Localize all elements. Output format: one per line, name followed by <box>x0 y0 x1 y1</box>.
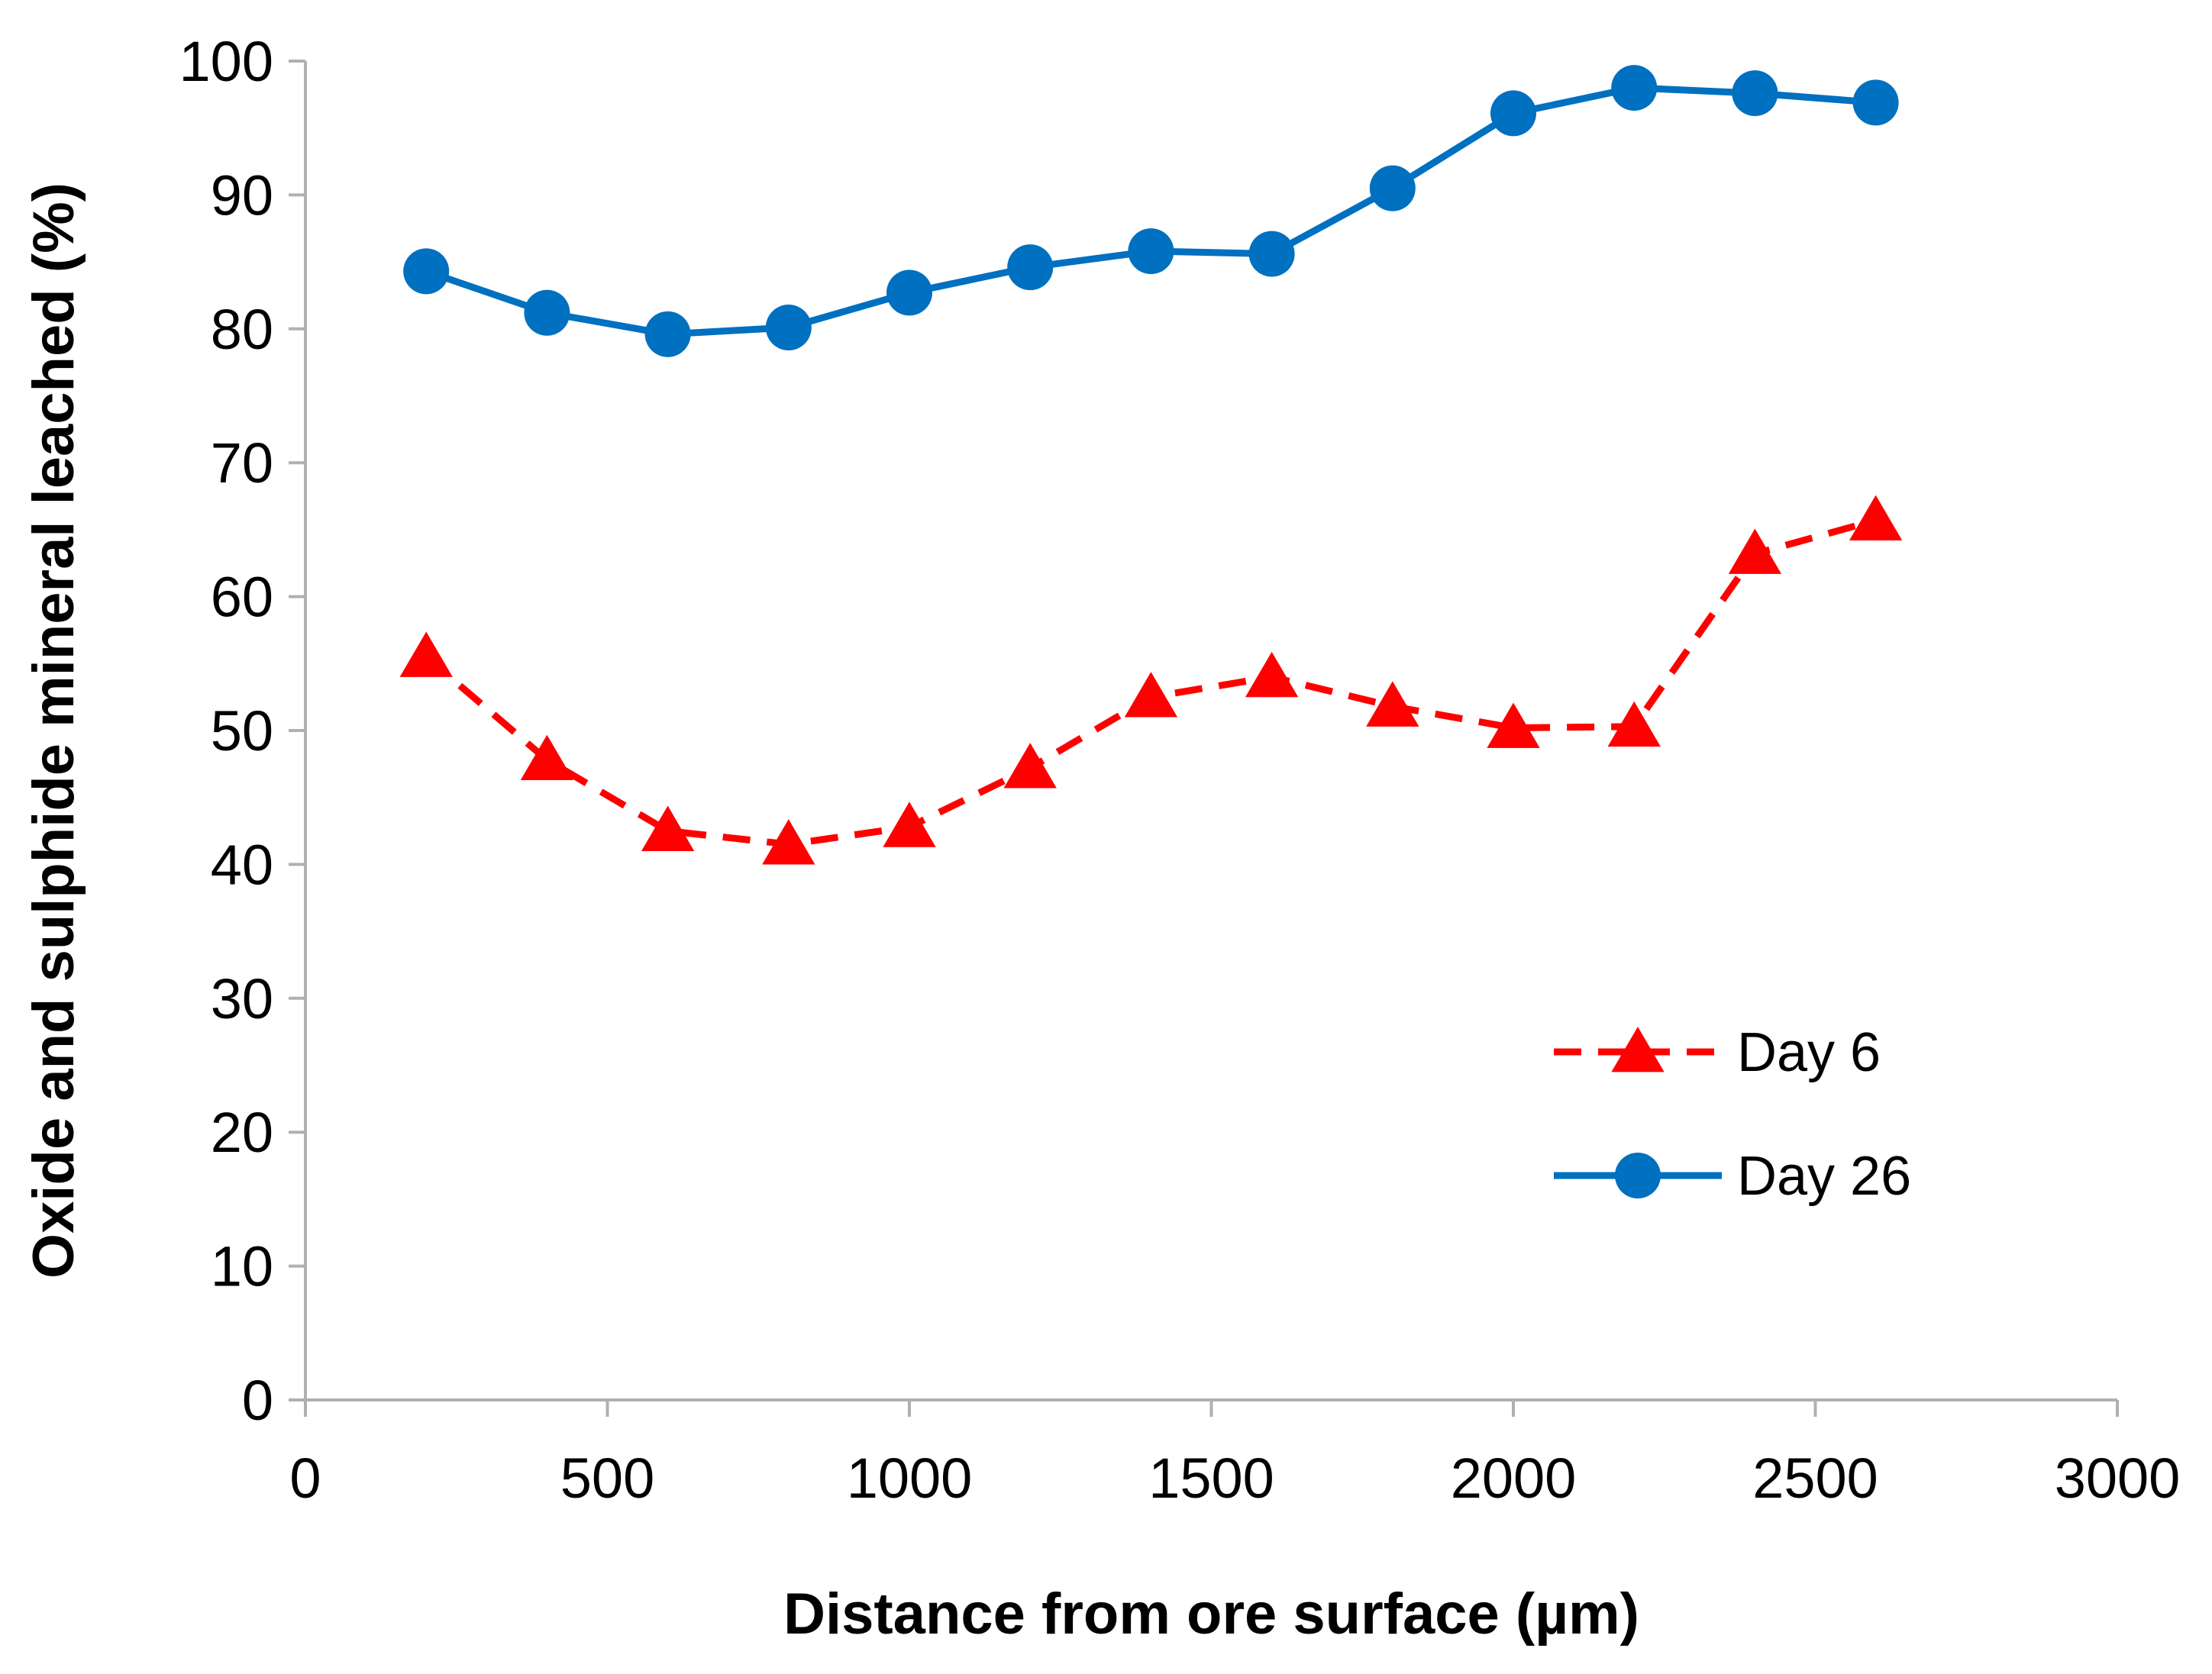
data-point <box>1128 228 1174 275</box>
data-point <box>1607 701 1661 747</box>
data-point <box>1003 743 1057 789</box>
y-tick-label: 50 <box>211 699 273 763</box>
data-point <box>883 802 936 847</box>
series-layer <box>399 65 1903 865</box>
data-point <box>1849 495 1903 541</box>
series-day-26 <box>403 65 1899 357</box>
data-point <box>520 734 574 780</box>
data-point <box>765 305 812 351</box>
data-point <box>1007 244 1054 291</box>
legend-label: Day 6 <box>1737 1022 1881 1083</box>
y-tick-label: 100 <box>179 30 273 93</box>
data-point <box>1732 70 1778 117</box>
legend-marker <box>1611 1027 1665 1072</box>
x-tick-label: 1000 <box>847 1447 973 1510</box>
y-tick-label: 60 <box>211 566 273 629</box>
y-tick-label: 40 <box>211 833 273 896</box>
x-tick-label: 2500 <box>1752 1447 1878 1510</box>
data-point <box>644 311 691 357</box>
x-tick-label: 1500 <box>1148 1447 1274 1510</box>
legend: Day 6 Day 26 <box>1554 1022 1911 1207</box>
y-tick-label: 70 <box>211 431 273 495</box>
y-tick-label: 10 <box>211 1235 273 1298</box>
series-day-6 <box>399 495 1903 865</box>
y-axis-ticks: 0 10 20 30 40 50 60 70 80 90 100 <box>179 30 305 1432</box>
legend-marker <box>1615 1153 1661 1198</box>
data-point <box>524 289 570 336</box>
data-point <box>641 805 695 851</box>
x-tick-label: 500 <box>560 1447 654 1510</box>
plot-area: 0 10 20 30 40 50 60 70 80 90 100 0 500 1000 1500 2000 2… <box>179 30 2181 1510</box>
legend-label: Day 26 <box>1737 1146 1911 1207</box>
x-tick-label: 2000 <box>1451 1447 1577 1510</box>
data-point <box>1369 165 1416 211</box>
y-tick-label: 90 <box>211 163 273 227</box>
x-axis-ticks: 0 500 1000 1500 2000 2500 3000 <box>289 1400 2180 1510</box>
series-line <box>425 84 1876 338</box>
data-point <box>403 248 450 295</box>
legend-item-day-26: Day 26 <box>1554 1146 1911 1207</box>
data-point <box>1490 90 1536 137</box>
data-point <box>399 631 453 677</box>
legend-item-day-6: Day 6 <box>1554 1022 1881 1083</box>
y-axis-title: Oxide and sulphide mineral leached (%) <box>21 182 86 1279</box>
y-tick-label: 80 <box>211 298 273 361</box>
data-point <box>886 269 932 316</box>
y-tick-label: 30 <box>211 967 273 1031</box>
x-axis-title: Distance from ore surface (µm) <box>783 1582 1639 1647</box>
data-point <box>1852 79 1899 126</box>
data-point <box>1487 702 1540 748</box>
x-tick-label: 0 <box>289 1447 321 1510</box>
data-point <box>1124 672 1178 718</box>
data-point <box>1248 231 1295 277</box>
y-tick-label: 20 <box>211 1101 273 1164</box>
data-point <box>1728 528 1782 574</box>
x-tick-label: 3000 <box>2055 1447 2181 1510</box>
data-point <box>1245 651 1299 698</box>
data-point <box>1366 681 1419 727</box>
data-point <box>762 819 815 865</box>
y-tick-label: 0 <box>242 1369 273 1432</box>
data-point <box>1611 65 1658 111</box>
